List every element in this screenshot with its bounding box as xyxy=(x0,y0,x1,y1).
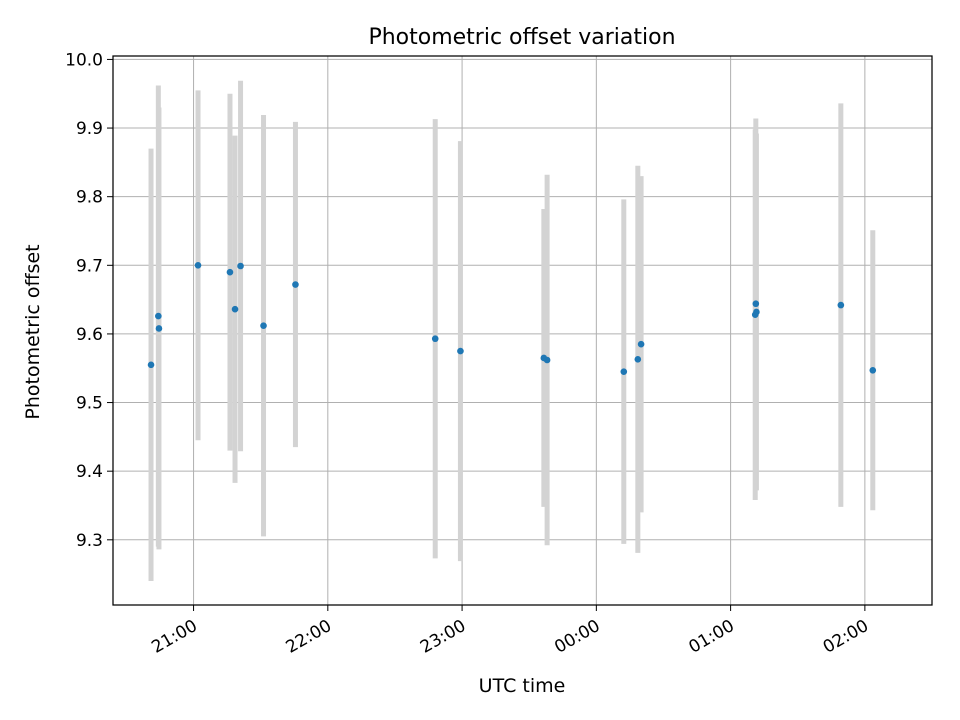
data-point xyxy=(231,305,239,313)
y-axis-label: Photometric offset xyxy=(22,244,44,419)
y-tick-label: 10.0 xyxy=(65,50,103,70)
y-tick-label: 9.5 xyxy=(76,394,103,414)
data-point xyxy=(637,340,645,348)
data-point xyxy=(634,356,642,363)
y-tick-label: 9.4 xyxy=(76,462,103,482)
data-point xyxy=(751,311,759,319)
data-point xyxy=(260,322,267,329)
y-tick-label: 9.7 xyxy=(76,256,103,276)
data-point xyxy=(457,347,464,355)
data-point xyxy=(752,300,760,308)
data-point xyxy=(620,368,628,375)
data-point xyxy=(869,367,877,374)
data-point xyxy=(543,356,551,364)
y-tick-label: 9.9 xyxy=(76,119,103,139)
data-point xyxy=(837,301,845,309)
plot-frame xyxy=(112,55,933,606)
chart-title: Photometric offset variation xyxy=(368,25,675,50)
data-point xyxy=(431,335,439,343)
data-points xyxy=(147,262,877,375)
data-point xyxy=(147,361,155,369)
data-point xyxy=(237,262,244,270)
grid xyxy=(113,56,932,605)
data-point xyxy=(292,281,299,288)
y-tick-label: 9.8 xyxy=(76,188,103,208)
data-point xyxy=(155,312,162,320)
data-point xyxy=(155,325,163,332)
y-tick-label: 9.3 xyxy=(76,531,103,551)
y-axis-ticks: 9.3 9.4 9.5 9.6 9.7 9.8 9.9 10.0 xyxy=(65,50,113,551)
y-tick-label: 9.6 xyxy=(76,325,103,345)
data-point xyxy=(194,262,202,269)
data-point xyxy=(226,268,234,276)
x-axis-label: UTC time xyxy=(479,675,566,697)
